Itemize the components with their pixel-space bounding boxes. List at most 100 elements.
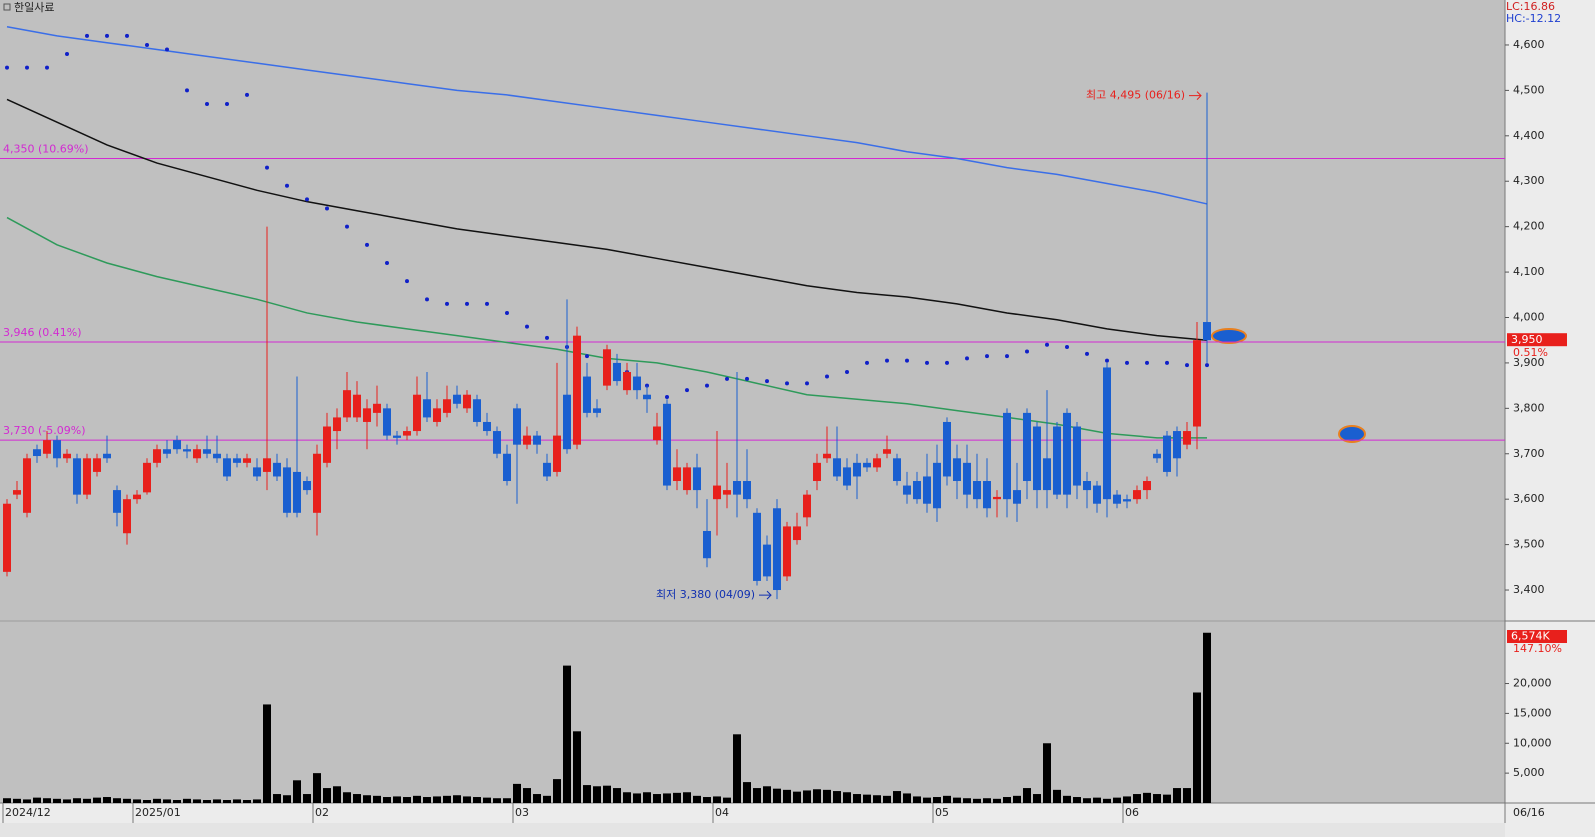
sar-dot [505,310,509,315]
candle-body [163,449,171,454]
candle-body [673,467,681,482]
sar-dot [1025,349,1029,354]
volume-bar [1053,789,1061,803]
sar-dot [105,33,109,38]
volume-tick-label: 10,000 [1513,736,1552,749]
candle-body [533,435,541,445]
sar-dot [525,324,529,329]
candle-body [133,494,141,500]
sar-dot [1065,345,1069,350]
candle-body [1043,458,1051,491]
volume-bar [673,792,681,803]
sar-dot [585,354,589,359]
volume-bar [413,795,421,803]
moving-average [6,26,1208,205]
volume-bar [113,798,121,803]
sar-dot [945,360,949,365]
lc-label: LC:16.86 [1506,0,1555,13]
candle-body [183,449,191,452]
arrow [1189,91,1202,101]
sar-dot [305,197,309,202]
volume-bar [723,797,731,803]
candle-body [123,499,131,534]
volume-bar [273,794,281,803]
sar-dot [285,183,289,188]
volume-bar [223,800,231,803]
volume-bar [623,792,631,803]
candle-body [83,458,91,495]
volume-bar [963,798,971,803]
volume-bar [453,795,461,803]
y-tick-label: 4,300 [1513,174,1545,187]
volume-bar [23,799,31,803]
candle-body [863,462,871,468]
candle-body [803,494,811,518]
volume-bar [63,799,71,803]
volume-bar [893,791,901,803]
volume-bar [283,795,291,803]
volume-bar [433,796,441,803]
candle-body [73,458,81,495]
volume-bar [803,790,811,803]
volume-bar [103,797,111,803]
candle-body [663,403,671,486]
marker-ellipse [1338,425,1366,443]
sar-dot [145,42,149,47]
candle-body [923,476,931,504]
candle-body [583,376,591,413]
volume-tick-label: 5,000 [1513,766,1545,779]
volume-bar [343,792,351,803]
candle-body [323,426,331,463]
candle-body [993,496,1001,500]
sar-dot [1205,363,1209,368]
volume-bar [183,798,191,803]
y-tick-label: 3,900 [1513,356,1545,369]
sar-dot [845,370,849,374]
candle-body [443,399,451,413]
candle-body [973,481,981,500]
candle-body [703,530,711,559]
candle-body [193,449,201,459]
x-tick-label: 03 [515,806,529,819]
sar-dot [1185,363,1189,368]
sar-dot [1145,360,1149,365]
sar-dot [465,301,469,306]
candle-body [943,421,951,477]
volume-bar [603,785,611,803]
volume-bar [193,799,201,803]
candle-body [1203,322,1211,341]
sar-dot [725,376,729,381]
volume-bar [993,798,1001,803]
volume-bar [153,798,161,803]
volume-bar [473,797,481,803]
candle-body [1173,431,1181,459]
sar-dot [665,394,669,399]
candle-body [3,503,11,572]
volume-bar [323,788,331,803]
candle-body [883,449,891,454]
volume-bar [263,704,271,803]
candle-body [473,399,481,422]
sar-dot [1165,360,1169,365]
sar-dot [425,297,429,302]
volume-bar [883,795,891,803]
candle-body [633,376,641,391]
volume-bar [853,794,861,803]
sar-dot [985,354,989,359]
volume-bar [663,793,671,803]
y-tick-label: 4,600 [1513,38,1545,51]
candle-body [613,362,621,382]
volume-bar [683,792,691,803]
sar-dot [445,301,449,306]
candle-body [1003,412,1011,500]
volume-bar [1183,788,1191,803]
volume-bar [813,789,821,803]
volume-bar [363,795,371,803]
candle-body [833,458,841,477]
sar-dot [205,102,209,107]
sar-dot [765,379,769,384]
sar-dot [685,388,689,393]
date-strip [0,803,1505,823]
volume-tick-label: 15,000 [1513,706,1552,719]
candle-body [913,481,921,500]
